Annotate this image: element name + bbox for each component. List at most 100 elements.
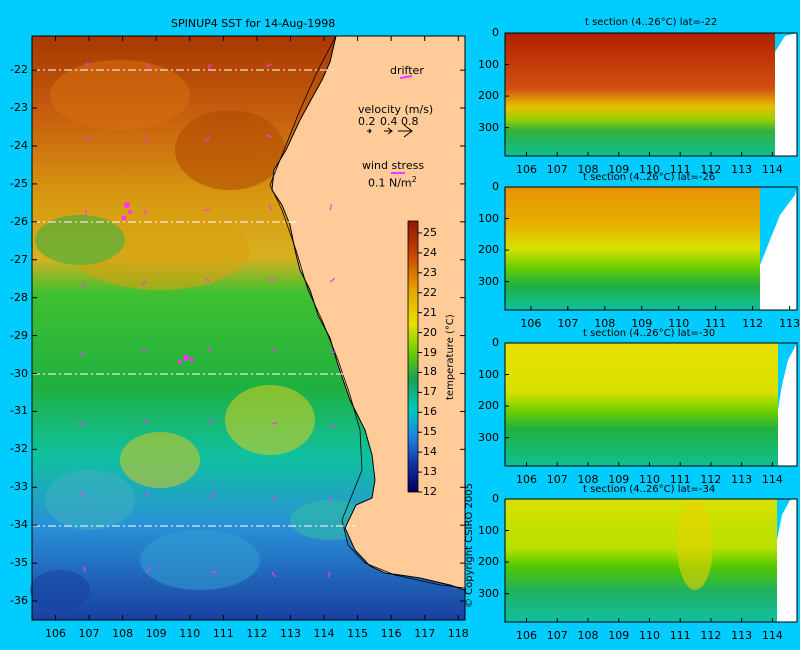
velocity-scale-2: 0.4 (380, 115, 398, 128)
velocity-arrow (327, 571, 331, 578)
section-30-xtick-label-107: 107 (546, 473, 568, 486)
section-34-xtick-label-108: 108 (577, 629, 599, 642)
section-30-frame (504, 342, 798, 467)
section-34-xtick-label-109: 109 (608, 629, 630, 642)
section-22-ytick-label-200: 200 (478, 89, 499, 103)
map-ytick-label-25: -25 (10, 176, 28, 190)
section-34-xtick-label-110: 110 (638, 629, 660, 642)
section-30-xtick-label-109: 109 (608, 473, 630, 486)
velocity-arrow (80, 492, 86, 498)
map-xtick-label-118: 118 (447, 627, 469, 640)
map-xtick-label-112: 112 (246, 627, 268, 640)
section-26-xtick-label-112: 112 (742, 317, 764, 330)
velocity-arrow (209, 493, 216, 498)
velocity-arrow (209, 418, 213, 425)
map-ytick-label-33: -33 (10, 480, 28, 494)
map-xtick-label-109: 109 (145, 627, 167, 640)
velocity-arrow (204, 277, 211, 283)
section-34-xtick-label-114: 114 (761, 629, 783, 642)
section-22-xtick-label-113: 113 (731, 163, 753, 176)
velocity-arrow (267, 204, 273, 211)
section-22-field (505, 33, 775, 156)
map-ytick-label-29: -29 (10, 328, 28, 342)
section-34-feature (677, 500, 713, 590)
section-22-xtick-label-111: 111 (669, 163, 691, 176)
colorbar-tick-label-23: 23 (423, 265, 437, 279)
map-title: SPINUP4 SST for 14-Aug-1998 (171, 17, 336, 30)
map-xtick-label-117: 117 (414, 627, 436, 640)
velocity-arrow (146, 63, 152, 70)
map-ytick-label-36: -36 (10, 594, 28, 608)
section-22-xtick-label-114: 114 (761, 163, 783, 176)
section-26-field (505, 187, 760, 310)
section-22-land (775, 33, 797, 156)
section-22-xtick-label-110: 110 (638, 163, 660, 176)
map-ytick-label-26: -26 (10, 214, 28, 228)
section-26-frame (504, 186, 798, 311)
section-30-xtick-label-112: 112 (700, 473, 722, 486)
wind-stress-label: wind stress (362, 159, 425, 172)
velocity-arrow (143, 418, 148, 425)
velocity-arrow (79, 351, 86, 356)
wind-stress-scale-value: 0.1 N/m (368, 176, 412, 190)
coastline-offshore (269, 35, 466, 589)
section-30-xtick-label-111: 111 (669, 473, 691, 486)
section-34-xtick-label-107: 107 (546, 629, 568, 642)
section-30-xtick-label-110: 110 (638, 473, 660, 486)
section-22-xtick-label-107: 107 (546, 163, 568, 176)
velocity-arrow (266, 63, 273, 67)
map-xtick-label-110: 110 (179, 627, 201, 640)
section-22-xtick-label-112: 112 (700, 163, 722, 176)
section-panel-34 (504, 498, 798, 623)
velocity-scale-3: 0.8 (401, 115, 419, 128)
velocity-arrow (271, 346, 277, 353)
velocity-arrow (84, 209, 88, 216)
section-26-xtick-label-107: 107 (557, 317, 579, 330)
section-34-ytick-label-100: 100 (478, 523, 499, 537)
section-30-xtick-label-108: 108 (577, 473, 599, 486)
colorbar-label: temperature (°C) (445, 314, 456, 400)
map-ytick-label-23: -23 (10, 101, 28, 115)
map-ytick-label-28: -28 (10, 290, 28, 304)
velocity-arrow (142, 209, 148, 216)
map-xtick-label-111: 111 (212, 627, 234, 640)
section-panel-30 (504, 342, 798, 467)
section-26-xtick-label-111: 111 (705, 317, 727, 330)
velocity-legend-arrows (367, 124, 413, 138)
map-ytick-label-27: -27 (10, 252, 28, 266)
velocity-arrow (146, 490, 149, 498)
colorbar-tick-label-21: 21 (423, 305, 437, 319)
velocity-arrow (271, 496, 278, 500)
map-frame (31, 35, 466, 621)
colorbar-tick-label-12: 12 (423, 485, 437, 498)
section-22-xtick-label-109: 109 (608, 163, 630, 176)
map-xtick-label-108: 108 (112, 627, 134, 640)
section-22-ytick-label-100: 100 (478, 57, 499, 71)
section-26-ytick-label-300: 300 (478, 274, 499, 288)
colorbar-tick-label-14: 14 (423, 445, 437, 459)
map-ytick-label-22: -22 (10, 63, 28, 77)
section-26-ytick-label-0: 0 (492, 180, 499, 193)
velocity-label: velocity (m/s) (358, 103, 434, 116)
section-26-ytick-label-200: 200 (478, 243, 499, 257)
section-30-ytick-label-300: 300 (478, 430, 499, 444)
section-26-xtick-label-113: 113 (779, 317, 800, 330)
map-ytick-label-34: -34 (10, 518, 28, 532)
section-30-xtick-label-114: 114 (761, 473, 783, 486)
section-title-30: t section (4..26°C) lat=-30 (583, 328, 716, 339)
map-xtick-label-106: 106 (44, 627, 66, 640)
section-22-xtick-label-108: 108 (577, 163, 599, 176)
velocity-arrow (84, 136, 91, 142)
velocity-arrow (266, 134, 273, 138)
velocity-arrow (83, 565, 86, 573)
map-tick-marks (32, 36, 465, 620)
section-panel-22 (504, 32, 798, 157)
section-title-34: t section (4..26°C) lat=-34 (583, 484, 716, 495)
map-xtick-label-107: 107 (78, 627, 100, 640)
section-26-xtick-label-110: 110 (668, 317, 690, 330)
velocity-arrow (329, 277, 336, 283)
section-26-ytick-label-100: 100 (478, 211, 499, 225)
section-26-xtick-label-108: 108 (594, 317, 616, 330)
velocity-scale-1: 0.2 (358, 115, 376, 128)
